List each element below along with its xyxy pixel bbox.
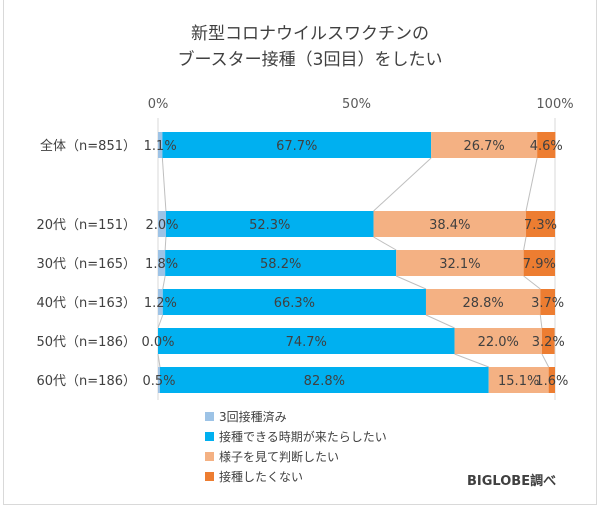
legend-swatch xyxy=(205,472,214,481)
series-connector xyxy=(541,353,550,368)
bar-segment xyxy=(159,367,489,393)
series-connector xyxy=(162,275,166,290)
credit-text: BIGLOBE調べ xyxy=(467,474,557,489)
data-label: 66.3% xyxy=(274,296,315,311)
bar-segment xyxy=(488,367,549,393)
data-label: 3.7% xyxy=(531,296,564,311)
data-label: 4.6% xyxy=(530,139,563,154)
bar-segment xyxy=(431,132,538,158)
legend-swatch xyxy=(205,432,214,441)
series-connector xyxy=(161,157,167,212)
bar-segment xyxy=(454,328,542,354)
bar-segment xyxy=(548,367,555,393)
bar-segment xyxy=(425,289,541,315)
x-tick-label: 100% xyxy=(536,97,573,112)
bar-segment xyxy=(158,132,163,158)
category-label: 30代（n=165） xyxy=(37,257,137,272)
chart-title-line-2: ブースター接種（3回目）をしたい xyxy=(177,50,443,70)
bar-segment xyxy=(158,328,455,354)
legend-item: 3回接種済み xyxy=(205,408,287,425)
bar-segment xyxy=(165,250,397,276)
data-label: 32.1% xyxy=(439,257,480,272)
series-connector xyxy=(425,314,455,329)
series-connector xyxy=(395,275,427,290)
bar-segment xyxy=(158,367,160,393)
category-label: 全体（n=851） xyxy=(40,138,136,154)
x-tick-label: 0% xyxy=(148,97,169,112)
data-label: 22.0% xyxy=(478,335,519,350)
legend-item: 接種したくない xyxy=(205,468,303,485)
bar-segment xyxy=(373,211,527,237)
data-label: 58.2% xyxy=(260,257,301,272)
data-label: 82.8% xyxy=(304,374,345,389)
data-label: 3.2% xyxy=(532,335,565,350)
category-label: 20代（n=151） xyxy=(37,218,137,233)
data-label: 7.9% xyxy=(523,257,556,272)
bar-segment xyxy=(158,289,163,315)
x-tick-label: 50% xyxy=(342,97,371,112)
data-label: 1.2% xyxy=(144,296,177,311)
category-label: 40代（n=163） xyxy=(37,296,137,311)
bar-segment xyxy=(537,132,556,158)
category-label: 50代（n=186） xyxy=(37,335,137,350)
bar-segment xyxy=(396,250,524,276)
data-label: 1.1% xyxy=(144,139,177,154)
bar-segment xyxy=(158,250,166,276)
series-connector xyxy=(373,157,432,212)
data-label: 7.3% xyxy=(524,218,557,233)
legend-item: 接種できる時期が来たらしたい xyxy=(205,428,387,445)
bar-segment xyxy=(158,211,166,237)
legend-label: 様子を見て判断したい xyxy=(219,450,340,464)
data-label: 0.5% xyxy=(142,374,175,389)
data-label: 28.8% xyxy=(462,296,503,311)
category-label: 60代（n=186） xyxy=(37,374,137,389)
series-connector xyxy=(539,314,543,329)
data-label: 1.6% xyxy=(535,374,568,389)
series-connector xyxy=(454,353,489,368)
series-connector xyxy=(157,353,161,368)
series-connector xyxy=(157,314,164,329)
chart-title-line-1: 新型コロナウイルスワクチンの xyxy=(191,24,429,44)
legend-item: 様子を見て判断したい xyxy=(205,448,339,465)
bar-segment xyxy=(540,289,555,315)
data-label: 0.0% xyxy=(141,335,174,350)
legend-label: 接種したくない xyxy=(219,470,304,484)
data-label: 1.8% xyxy=(145,257,178,272)
bar-segment xyxy=(162,132,432,158)
legend-swatch xyxy=(205,412,214,421)
data-label: 26.7% xyxy=(463,139,504,154)
series-connector xyxy=(523,236,527,251)
bar-segment xyxy=(162,289,426,315)
data-label: 67.7% xyxy=(276,139,317,154)
data-label: 2.0% xyxy=(145,218,178,233)
frame xyxy=(3,0,597,505)
bar-segment xyxy=(541,328,555,354)
data-label: 74.7% xyxy=(286,335,327,350)
bar-segment xyxy=(526,211,555,237)
series-connector xyxy=(164,236,167,251)
data-label: 15.1% xyxy=(498,374,539,389)
series-connector xyxy=(525,157,538,212)
series-connector xyxy=(373,236,397,251)
legend-label: 3回接種済み xyxy=(219,410,287,424)
legend-label: 接種できる時期が来たらしたい xyxy=(219,430,387,444)
series-connector xyxy=(523,275,541,290)
bar-segment xyxy=(523,250,555,276)
bar-segment xyxy=(165,211,374,237)
data-label: 52.3% xyxy=(249,218,290,233)
data-label: 38.4% xyxy=(429,218,470,233)
legend-swatch xyxy=(205,452,214,461)
